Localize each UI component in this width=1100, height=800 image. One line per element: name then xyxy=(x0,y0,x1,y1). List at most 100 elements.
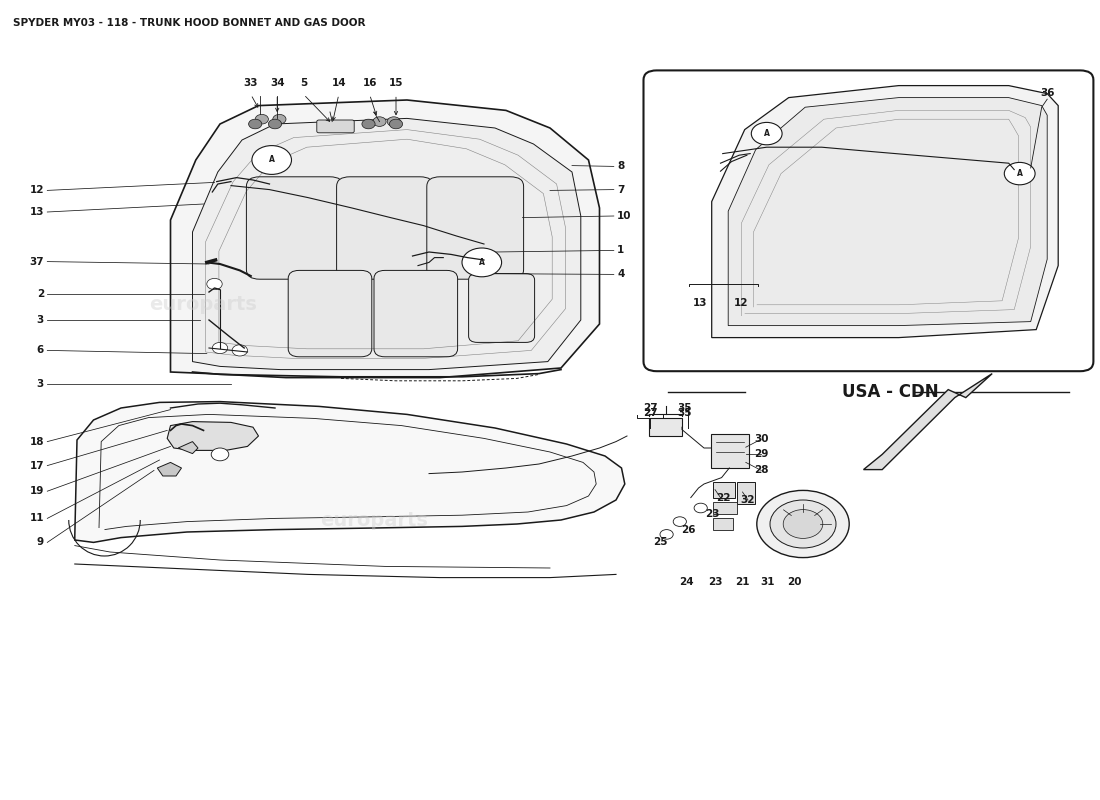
Text: 22: 22 xyxy=(716,493,732,502)
Circle shape xyxy=(387,117,400,126)
Circle shape xyxy=(462,248,502,277)
Polygon shape xyxy=(728,98,1047,326)
Circle shape xyxy=(660,530,673,539)
Text: 6: 6 xyxy=(36,346,44,355)
Text: 13: 13 xyxy=(692,298,707,308)
Text: 9: 9 xyxy=(37,538,44,547)
Text: 11: 11 xyxy=(30,514,44,523)
Text: europarts: europarts xyxy=(749,302,857,322)
FancyBboxPatch shape xyxy=(288,270,372,357)
Text: europarts: europarts xyxy=(150,294,257,314)
Circle shape xyxy=(268,119,282,129)
Text: 2: 2 xyxy=(36,290,44,299)
Circle shape xyxy=(212,342,228,354)
Text: 27: 27 xyxy=(642,408,658,418)
FancyBboxPatch shape xyxy=(790,234,854,297)
Text: 18: 18 xyxy=(30,437,44,446)
Polygon shape xyxy=(864,374,992,470)
FancyBboxPatch shape xyxy=(970,234,1034,297)
FancyBboxPatch shape xyxy=(317,120,354,133)
Text: 30: 30 xyxy=(754,434,769,444)
Text: 29: 29 xyxy=(754,450,769,459)
Text: 17: 17 xyxy=(30,461,44,470)
Text: 23: 23 xyxy=(705,509,720,518)
Text: 13: 13 xyxy=(30,207,44,217)
Text: 26: 26 xyxy=(681,525,696,534)
FancyBboxPatch shape xyxy=(830,155,905,232)
Circle shape xyxy=(249,119,262,129)
Text: 5: 5 xyxy=(300,78,307,88)
Text: 3: 3 xyxy=(36,315,44,325)
FancyBboxPatch shape xyxy=(246,177,343,279)
Text: USA - CDN: USA - CDN xyxy=(843,383,938,401)
FancyBboxPatch shape xyxy=(740,155,815,232)
FancyBboxPatch shape xyxy=(469,274,535,342)
Circle shape xyxy=(770,500,836,548)
FancyBboxPatch shape xyxy=(880,234,944,297)
Text: 7: 7 xyxy=(617,185,625,194)
Circle shape xyxy=(211,448,229,461)
Text: 33: 33 xyxy=(243,78,258,88)
Text: A: A xyxy=(478,258,485,267)
Text: 31: 31 xyxy=(760,578,775,587)
FancyBboxPatch shape xyxy=(921,155,996,232)
Circle shape xyxy=(232,345,248,356)
Text: 3: 3 xyxy=(36,379,44,389)
Text: 34: 34 xyxy=(270,78,285,88)
Text: 25: 25 xyxy=(652,537,668,546)
Text: 20: 20 xyxy=(786,578,802,587)
Bar xyxy=(737,482,755,504)
PathPatch shape xyxy=(192,118,581,370)
Text: 12: 12 xyxy=(30,186,44,195)
Circle shape xyxy=(783,510,823,538)
Circle shape xyxy=(757,490,849,558)
Circle shape xyxy=(751,122,782,145)
FancyBboxPatch shape xyxy=(644,70,1093,371)
Circle shape xyxy=(362,119,375,129)
Text: 35: 35 xyxy=(676,403,692,413)
Text: 4: 4 xyxy=(617,270,625,279)
Text: A: A xyxy=(763,129,770,138)
Text: A: A xyxy=(268,155,275,165)
FancyBboxPatch shape xyxy=(374,270,458,357)
Text: 16: 16 xyxy=(362,78,377,88)
Text: 19: 19 xyxy=(30,486,44,496)
Text: 10: 10 xyxy=(617,211,631,221)
Bar xyxy=(713,482,735,498)
Text: 14: 14 xyxy=(331,78,346,88)
Text: 24: 24 xyxy=(679,578,694,587)
Text: europarts: europarts xyxy=(320,510,428,530)
Bar xyxy=(711,434,749,468)
Text: 23: 23 xyxy=(707,578,723,587)
Polygon shape xyxy=(712,86,1058,338)
Circle shape xyxy=(252,146,292,174)
Circle shape xyxy=(255,114,268,124)
Polygon shape xyxy=(75,402,625,542)
Text: 32: 32 xyxy=(740,495,756,505)
Text: 36: 36 xyxy=(1040,88,1055,98)
Circle shape xyxy=(389,119,403,129)
Text: SPYDER MY03 - 118 - TRUNK HOOD BONNET AND GAS DOOR: SPYDER MY03 - 118 - TRUNK HOOD BONNET AN… xyxy=(13,18,365,27)
Circle shape xyxy=(694,503,707,513)
Bar xyxy=(713,502,737,514)
PathPatch shape xyxy=(170,100,600,378)
Bar xyxy=(649,418,682,436)
Polygon shape xyxy=(157,462,182,476)
Text: 27: 27 xyxy=(642,403,658,413)
Circle shape xyxy=(1004,162,1035,185)
Circle shape xyxy=(273,114,286,124)
FancyBboxPatch shape xyxy=(427,177,524,279)
Text: 21: 21 xyxy=(735,578,750,587)
Text: A: A xyxy=(1016,169,1023,178)
Polygon shape xyxy=(178,442,198,454)
Polygon shape xyxy=(167,422,258,450)
Text: 35: 35 xyxy=(676,408,692,418)
Text: 12: 12 xyxy=(734,298,749,308)
Circle shape xyxy=(673,517,686,526)
Text: 37: 37 xyxy=(30,257,44,266)
Text: 8: 8 xyxy=(617,162,625,171)
Text: 15: 15 xyxy=(388,78,404,88)
Circle shape xyxy=(207,278,222,290)
Circle shape xyxy=(373,117,386,126)
Text: 1: 1 xyxy=(617,246,625,255)
